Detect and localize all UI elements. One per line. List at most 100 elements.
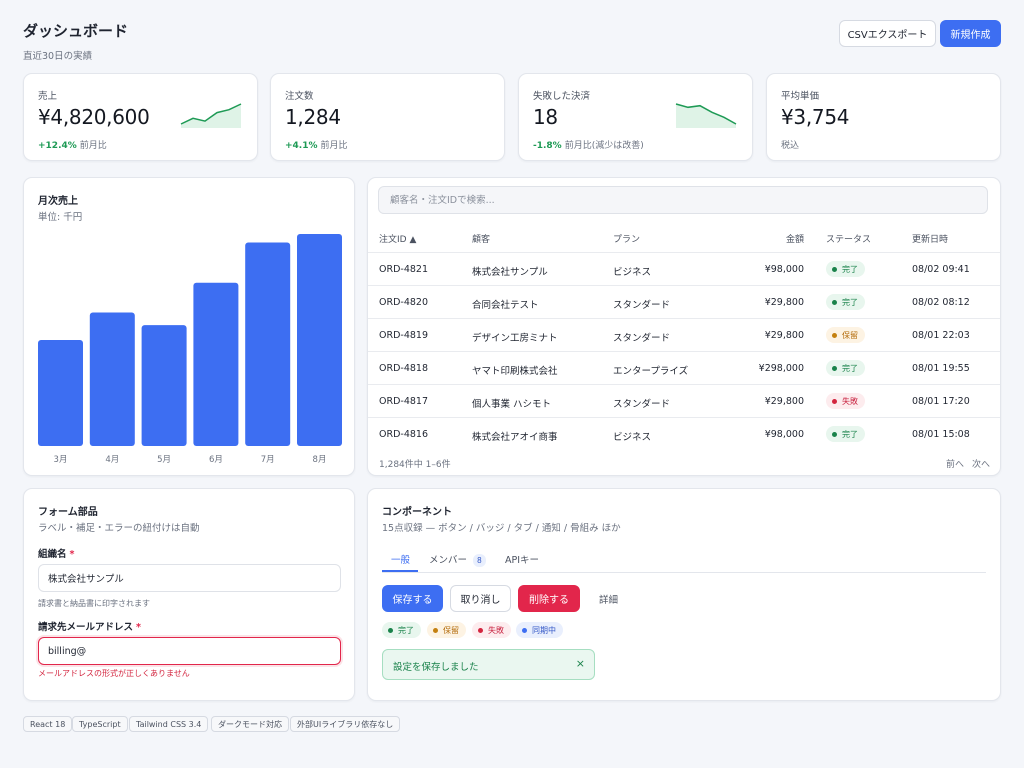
- order-id-cell: ORD-4818: [379, 363, 428, 374]
- table-row[interactable]: ORD-4819 デザイン工房ミナト スタンダード ¥29,800 保留 08/01 22…: [368, 318, 1000, 351]
- csv-export-button[interactable]: CSVエクスポート: [839, 20, 936, 47]
- stat-footnote: +12.4% 前月比: [38, 138, 107, 151]
- updated-cell: 08/02 08:12: [912, 297, 970, 308]
- stat-value: ¥4,820,600: [38, 105, 150, 129]
- stat-value: 18: [533, 105, 558, 129]
- order-id-cell: ORD-4816: [379, 429, 428, 440]
- badge-text: 保留: [443, 625, 459, 635]
- status-badge: 完了: [826, 294, 865, 310]
- tab-general[interactable]: 一般: [391, 555, 411, 566]
- updated-cell: 08/01 17:20: [912, 396, 970, 407]
- stat-label: 失敗した決済: [533, 91, 591, 102]
- customer-cell: 株式会社アオイ商事: [472, 432, 558, 443]
- amount-cell: ¥98,000: [764, 429, 804, 440]
- detail-link-button[interactable]: 詳細: [599, 595, 619, 606]
- x-tick-label: 3月: [54, 455, 68, 465]
- status-text: 保留: [842, 330, 858, 340]
- tech-tag: ダークモード対応: [211, 716, 289, 732]
- status-badge: 完了: [826, 426, 865, 442]
- bar-3: [193, 282, 239, 446]
- tab-members[interactable]: メンバー 8: [429, 552, 486, 567]
- stat-delta: +12.4%: [38, 141, 77, 151]
- table-row[interactable]: ORD-4817 個人事業 ハシモト スタンダード ¥29,800 失敗 08/01 17…: [368, 384, 1000, 417]
- amount-cell: ¥29,800: [764, 297, 804, 308]
- x-tick-label: 7月: [261, 455, 275, 465]
- status-dot: [832, 332, 837, 338]
- order-id-cell: ORD-4819: [379, 330, 428, 341]
- billing-email-label: 請求先メールアドレス *: [38, 619, 141, 633]
- order-id-cell: ORD-4820: [379, 297, 428, 308]
- status-text: 完了: [842, 429, 858, 439]
- sparkline-area: [676, 104, 736, 128]
- x-tick-label: 6月: [209, 455, 223, 465]
- stat-card-average-price: 平均単価 ¥3,754 税込: [766, 73, 1001, 161]
- amount-cell: ¥98,000: [764, 264, 804, 275]
- amount-cell: ¥298,000: [758, 363, 804, 374]
- table-summary: 1,284件中 1–6件: [379, 460, 451, 470]
- required-mark: *: [136, 622, 141, 633]
- prev-page-link[interactable]: 前へ: [946, 460, 965, 470]
- monthly-sales-card: 月次売上 単位: 千円 3月 4月 5月 6月 7月 8月: [23, 177, 355, 476]
- save-button[interactable]: 保存する: [382, 585, 443, 612]
- tab-api-keys[interactable]: APIキー: [505, 555, 540, 566]
- column-header-amount: 金額: [785, 235, 804, 245]
- members-count-badge: 8: [473, 554, 486, 567]
- search-input[interactable]: [378, 186, 988, 214]
- status-dot: [832, 299, 837, 305]
- status-dot: [388, 627, 393, 633]
- updated-cell: 08/02 09:41: [912, 264, 970, 275]
- page-subtitle: 直近30日の実績: [23, 51, 93, 62]
- stat-value: 1,284: [285, 105, 341, 129]
- stat-card-failed-payments: 失敗した決済 18 -1.8% 前月比(減少は改善): [518, 73, 753, 161]
- status-badge-done: 完了: [382, 622, 421, 638]
- column-header-updated: 更新日時: [912, 235, 949, 245]
- badge-text: 同期中: [532, 625, 556, 635]
- tech-tag: TypeScript: [72, 716, 128, 732]
- bar-5: [297, 234, 342, 446]
- billing-email-label-text: 請求先メールアドレス: [38, 622, 134, 633]
- badge-text: 完了: [398, 625, 414, 635]
- table-row[interactable]: ORD-4821 株式会社サンプル ビジネス ¥98,000 完了 08/02 09:41: [368, 252, 1000, 285]
- column-header-customer: 顧客: [472, 235, 491, 245]
- cancel-button[interactable]: 取り消し: [450, 585, 511, 612]
- status-badge-syncing: 同期中: [516, 622, 563, 638]
- sparkline-line: [180, 103, 242, 125]
- new-create-button[interactable]: 新規作成: [940, 20, 1001, 47]
- status-dot: [832, 398, 837, 404]
- close-icon[interactable]: ×: [575, 657, 585, 670]
- status-dot: [832, 365, 837, 371]
- sparkline-line: [675, 103, 737, 125]
- table-row[interactable]: ORD-4818 ヤマト印刷株式会社 エンタープライズ ¥298,000 完了 08/01…: [368, 351, 1000, 384]
- table-row[interactable]: ORD-4820 合同会社テスト スタンダード ¥29,800 完了 08/02 08:1…: [368, 285, 1000, 318]
- amount-cell: ¥29,800: [764, 330, 804, 341]
- org-name-input[interactable]: [38, 564, 341, 592]
- sparkline-area: [181, 104, 241, 128]
- chart-unit: 単位: 千円: [38, 212, 83, 223]
- updated-cell: 08/01 22:03: [912, 330, 970, 341]
- billing-email-input[interactable]: [38, 637, 341, 665]
- page-title: ダッシュボード: [23, 22, 129, 40]
- next-page-link[interactable]: 次へ: [972, 460, 991, 470]
- stat-card-orders: 注文数 1,284 +4.1% 前月比: [270, 73, 505, 161]
- x-tick-label: 8月: [313, 455, 327, 465]
- plan-cell: スタンダード: [613, 300, 671, 311]
- column-header-order-id[interactable]: 注文ID ▲: [379, 235, 417, 245]
- tech-tag: 外部UIライブラリ依存なし: [290, 716, 401, 732]
- stat-delta: -1.8%: [533, 141, 562, 151]
- updated-cell: 08/01 15:08: [912, 429, 970, 440]
- bar-0: [38, 340, 83, 446]
- stat-note: 前月比: [79, 141, 107, 151]
- customer-cell: ヤマト印刷株式会社: [472, 366, 558, 377]
- tab-members-label: メンバー: [429, 555, 468, 566]
- x-tick-label: 5月: [157, 455, 171, 465]
- status-text: 完了: [842, 297, 858, 307]
- components-subtitle: 15点収録 — ボタン / バッジ / タブ / 通知 / 骨組み ほか: [382, 523, 621, 534]
- status-dot: [832, 266, 837, 272]
- status-badge: 保留: [826, 327, 865, 343]
- org-name-label: 組織名 *: [38, 546, 74, 560]
- components-card: コンポーネント 15点収録 — ボタン / バッジ / タブ / 通知 / 骨組…: [367, 488, 1001, 701]
- table-row[interactable]: ORD-4816 株式会社アオイ商事 ビジネス ¥98,000 完了 08/01 15:0…: [368, 417, 1000, 450]
- delete-button[interactable]: 削除する: [518, 585, 580, 612]
- plan-cell: スタンダード: [613, 399, 671, 410]
- stat-label: 注文数: [285, 91, 314, 102]
